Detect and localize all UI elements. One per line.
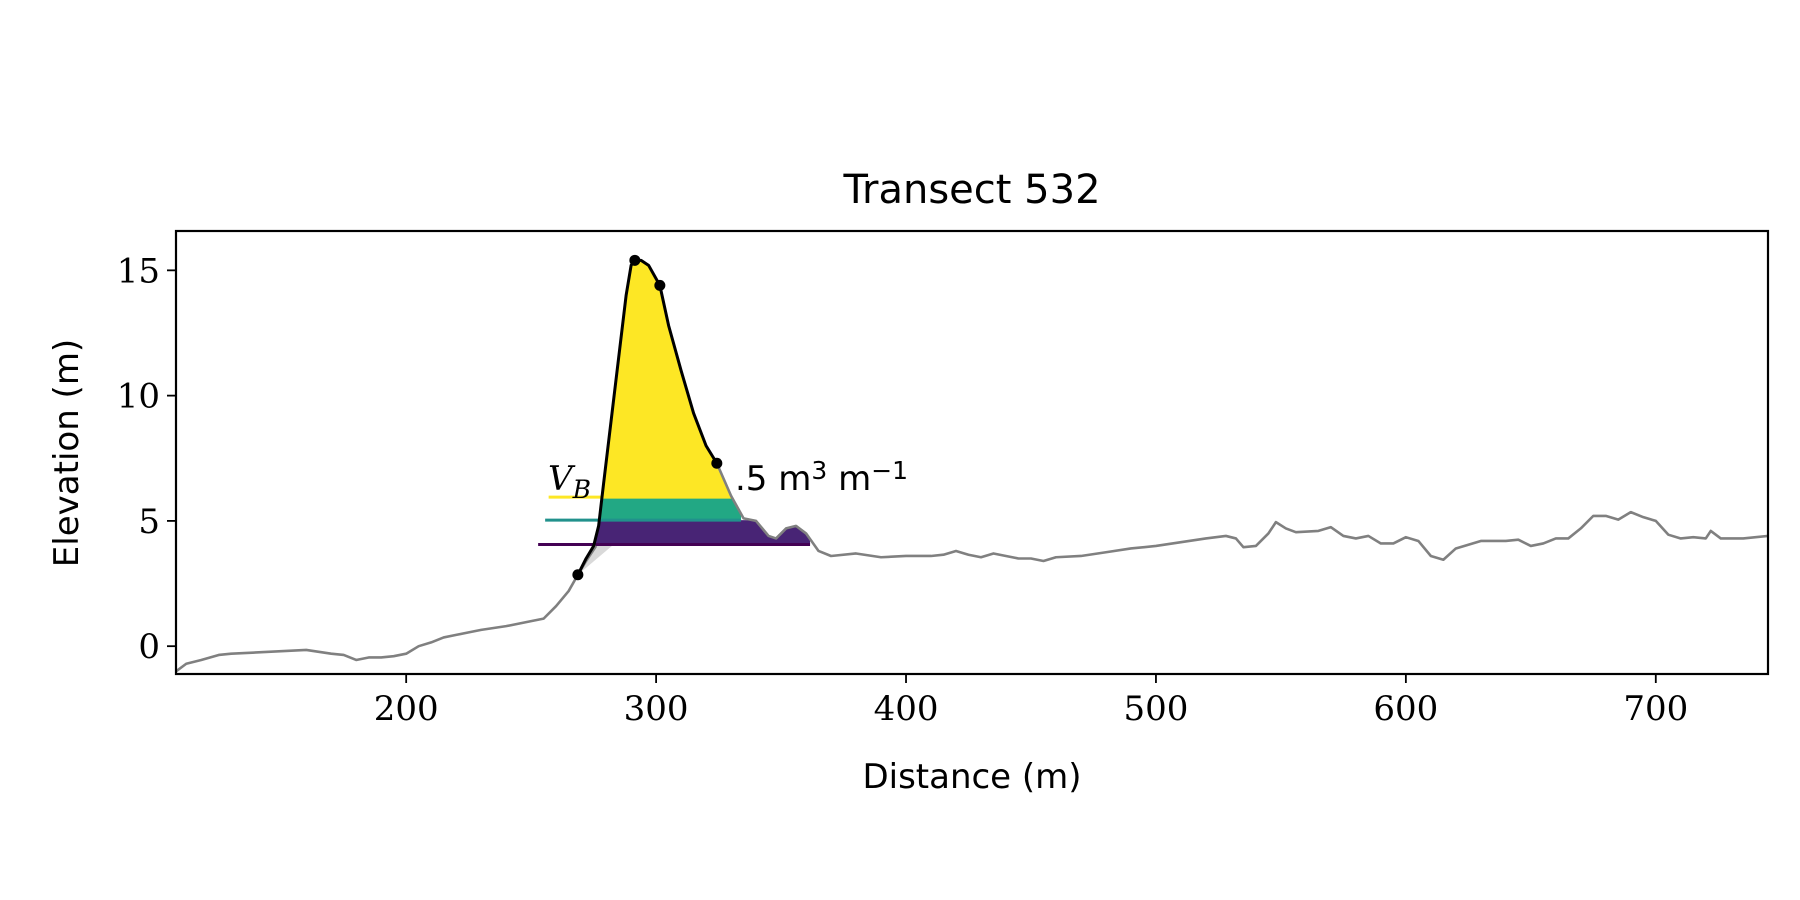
x-axis-label: Distance (m): [862, 757, 1081, 797]
annotation-part: V: [548, 459, 576, 499]
annotation-part: 3: [811, 456, 827, 485]
y-axis-label: Elevation (m): [47, 339, 87, 567]
shade: [577, 544, 614, 575]
annotation-part: m: [827, 459, 871, 499]
band-fill: [538, 520, 811, 545]
point: [572, 569, 584, 581]
x-tick-label: 400: [874, 689, 939, 729]
y-tick-label: 0: [138, 627, 160, 667]
point: [654, 279, 666, 291]
annotation: .5 m3 m−1: [735, 456, 908, 499]
x-tick-label: 700: [1623, 689, 1688, 729]
y-tick-label: 10: [117, 377, 160, 417]
annotation-part: .5 m: [735, 459, 811, 499]
annotation: VB: [548, 459, 591, 504]
x-tick-label: 500: [1123, 689, 1188, 729]
point: [711, 457, 723, 469]
y-tick-label: 15: [117, 251, 160, 291]
plot-area: [176, 254, 1768, 673]
x-tick-label: 300: [624, 689, 689, 729]
x-tick-label: 600: [1373, 689, 1438, 729]
x-tick-label: 200: [374, 689, 439, 729]
chart-title: Transect 532: [842, 167, 1100, 213]
axes-frame: [174, 229, 1770, 676]
profile-line: [176, 462, 1768, 673]
annotation-part: B: [572, 475, 591, 504]
annotation-part: −1: [871, 456, 908, 485]
point: [629, 254, 641, 266]
band-fill: [548, 260, 732, 498]
y-tick-label: 5: [138, 502, 160, 542]
